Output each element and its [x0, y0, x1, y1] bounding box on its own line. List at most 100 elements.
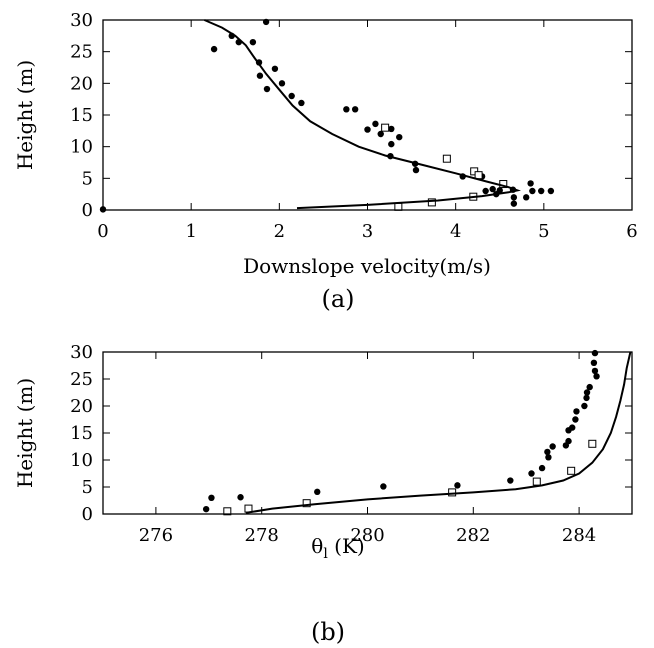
chart-a-xtick-label: 5	[538, 221, 549, 242]
chart-a-ytick-label: 15	[70, 105, 93, 126]
chart-a-obs-point	[510, 194, 518, 201]
chart-a-obs-point	[249, 38, 257, 46]
chart-b-xlabel: θl (K)	[311, 534, 364, 562]
chart-b-obs-point	[590, 359, 598, 366]
chart-b-ytick-label: 10	[70, 450, 93, 471]
chart-a-obs-point	[377, 130, 384, 138]
chart-a-plot-area	[99, 18, 555, 213]
chart-b-obs-point	[593, 373, 600, 380]
chart-a-square-point	[381, 123, 390, 132]
chart-b-plot-area	[202, 349, 632, 516]
chart-a-obs-point	[210, 45, 218, 53]
chart-b-ytick-label: 30	[70, 342, 93, 363]
chart-a-obs-point	[547, 187, 555, 195]
chart-b-xtick-label: 284	[562, 525, 596, 546]
chart-b-obs-point	[544, 448, 551, 456]
chart-a-obs-point	[278, 80, 286, 87]
chart-a-ytick-label: 30	[70, 10, 93, 31]
chart-a-obs-point	[288, 92, 295, 100]
chart-b-obs-point	[202, 505, 210, 513]
chart-a-obs-point	[510, 200, 518, 207]
chart-b-obs-point	[591, 349, 599, 357]
chart-b-ytick-label: 0	[82, 504, 93, 525]
chart-a-square-point	[442, 154, 451, 163]
chart-a-ytick-label: 0	[82, 200, 93, 221]
chart-a-ticks: 0 1 2 3 4 5 6 0 5 10 15 20 25 30	[70, 10, 638, 242]
chart-b-square-point	[448, 488, 457, 497]
chart-a-square-point	[427, 198, 436, 207]
chart-a-xtick-label: 0	[97, 221, 108, 242]
chart-b-xlabel-symbol: θ	[311, 534, 323, 558]
chart-a-obs-point	[298, 99, 305, 107]
chart-a-caption: (a)	[321, 285, 354, 313]
chart-b-obs-point	[454, 482, 461, 489]
chart-a-obs-point	[396, 133, 403, 141]
chart-b-caption: (b)	[311, 618, 345, 646]
chart-b-obs-point	[549, 443, 556, 450]
chart-a-obs-point	[412, 166, 420, 174]
chart-b-model-line	[245, 351, 632, 514]
chart-b-obs-point	[507, 477, 514, 484]
chart-a-obs-point	[537, 187, 545, 195]
chart-a: 0 1 2 3 4 5 6 0 5 10 15 20 25 30 Downslope velocity(m…	[13, 10, 638, 313]
chart-a-obs-point	[489, 185, 496, 193]
chart-a-ylabel: Height (m)	[13, 60, 37, 170]
chart-b-ytick-label: 15	[70, 423, 93, 444]
chart-a-obs-point	[263, 85, 271, 93]
chart-b-obs-point	[237, 494, 244, 501]
chart-a-obs-point	[351, 106, 359, 113]
chart-b-obs-point	[380, 483, 387, 490]
chart-a-square-point	[474, 171, 483, 180]
chart-b-obs-point	[583, 394, 590, 402]
chart-a-ytick-label: 5	[82, 168, 93, 189]
chart-b-xtick-label: 282	[456, 525, 490, 546]
chart-b-obs-point	[562, 442, 570, 449]
chart-b-xtick-label: 280	[350, 525, 384, 546]
chart-a-xtick-label: 6	[626, 221, 637, 242]
chart-a-obs-point	[388, 140, 395, 148]
chart-a-ytick-label: 25	[70, 42, 93, 63]
chart-b-obs-point	[581, 402, 588, 410]
chart-b-square-point	[567, 466, 576, 475]
chart-a-obs-point	[482, 187, 489, 195]
chart-b-ytick-label: 5	[82, 477, 93, 498]
chart-b-xlabel-unit: (K)	[328, 534, 365, 558]
chart-b-ytick-label: 20	[70, 396, 93, 417]
chart-b: 276 278 280 282 284 0 5 10 15 20 25 30 θl (K) Heigh…	[13, 342, 633, 646]
chart-b-square-point	[302, 499, 311, 508]
chart-a-ytick-label: 10	[70, 137, 93, 158]
chart-a-xtick-label: 3	[362, 221, 373, 242]
chart-b-obs-point	[565, 427, 572, 434]
chart-b-xlabel-subscript: l	[323, 546, 328, 562]
chart-a-xlabel: Downslope velocity(m/s)	[243, 254, 491, 278]
chart-a-model-line	[204, 19, 522, 210]
chart-a-obs-point	[388, 125, 395, 133]
chart-b-ticks: 276 278 280 282 284 0 5 10 15 20 25 30	[70, 342, 632, 546]
chart-a-xtick-label: 1	[185, 221, 196, 242]
chart-a-obs-point	[256, 72, 264, 79]
chart-a-xtick-label: 2	[274, 221, 285, 242]
chart-b-obs-point	[208, 494, 215, 501]
chart-a-obs-point	[527, 180, 534, 187]
chart-a-obs-point	[496, 187, 503, 194]
chart-a-frame	[102, 19, 633, 211]
chart-b-obs-point	[586, 383, 593, 391]
chart-b-ylabel: Height (m)	[13, 378, 37, 488]
chart-b-obs-point	[538, 464, 546, 472]
chart-b-square-point	[244, 504, 253, 513]
chart-a-ytick-label: 20	[70, 73, 93, 94]
chart-a-xtick-label: 4	[450, 221, 461, 242]
chart-b-obs-point	[545, 454, 552, 461]
chart-b-square-point	[223, 507, 232, 516]
chart-a-square-point	[394, 202, 403, 211]
chart-b-xtick-label: 276	[139, 525, 173, 546]
chart-b-square-point	[532, 477, 541, 486]
chart-a-obs-point	[372, 120, 379, 128]
chart-a-obs-point	[343, 106, 350, 113]
chart-a-obs-point	[529, 187, 536, 195]
chart-b-obs-point	[583, 389, 591, 396]
chart-b-obs-point	[572, 416, 579, 423]
chart-a-obs-point	[271, 65, 279, 72]
chart-b-frame	[102, 351, 633, 515]
